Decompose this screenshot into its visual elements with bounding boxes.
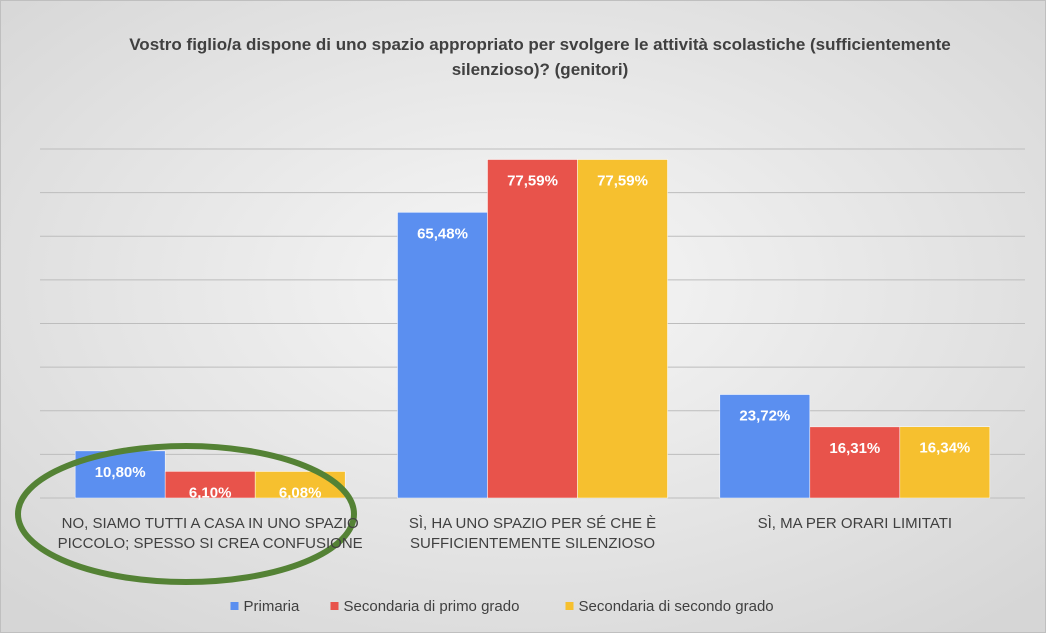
bar (487, 159, 578, 499)
data-label: 6,08% (279, 484, 322, 501)
data-label: 6,10% (189, 484, 232, 501)
legend-label: Primaria (244, 598, 300, 615)
bar (577, 159, 668, 499)
data-label: 10,80% (95, 464, 146, 481)
bar (397, 212, 488, 499)
highlight-ellipse (15, 443, 357, 585)
x-tick-label: NO, SIAMO TUTTI A CASA IN UNO SPAZIO PIC… (57, 515, 363, 552)
chart-title: Vostro figlio/a dispone di uno spazio ap… (129, 35, 951, 79)
legend-swatch (565, 602, 574, 610)
data-label: 65,48% (417, 225, 468, 242)
legend-label: Secondaria di primo grado (344, 598, 520, 615)
data-label: 77,59% (597, 172, 648, 189)
data-label: 16,34% (919, 440, 970, 457)
legend-swatch (230, 602, 239, 610)
bar (809, 426, 901, 499)
bar (899, 426, 991, 499)
legend-swatch (330, 602, 339, 610)
bar (719, 394, 811, 499)
data-label: 77,59% (507, 172, 558, 189)
x-tick-label: SÌ, MA PER ORARI LIMITATI (757, 515, 953, 532)
legend-label: Secondaria di secondo grado (579, 598, 774, 615)
data-label: 23,72% (739, 407, 790, 424)
x-tick-label: SÌ, HA UNO SPAZIO PER SÉ CHE È SUFFICIEN… (408, 515, 657, 552)
data-label: 16,31% (829, 440, 880, 457)
